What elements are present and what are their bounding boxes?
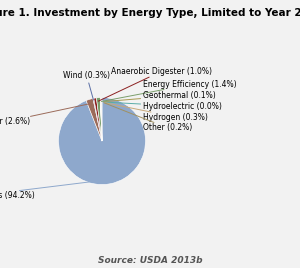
Text: Source: USDA 2013b: Source: USDA 2013b — [98, 256, 202, 265]
Text: Other (0.2%): Other (0.2%) — [104, 103, 193, 132]
Wedge shape — [100, 98, 102, 141]
Text: Wind (0.3%): Wind (0.3%) — [63, 71, 110, 100]
Wedge shape — [58, 98, 146, 185]
Wedge shape — [93, 98, 102, 141]
Text: Hydrogen (0.3%): Hydrogen (0.3%) — [104, 102, 208, 122]
Wedge shape — [100, 98, 102, 141]
Text: Solar (2.6%): Solar (2.6%) — [0, 104, 88, 126]
Wedge shape — [94, 98, 102, 141]
Text: Energy Efficiency (1.4%): Energy Efficiency (1.4%) — [101, 80, 237, 102]
Text: Figure 1. Investment by Energy Type, Limited to Year 2012: Figure 1. Investment by Energy Type, Lim… — [0, 8, 300, 18]
Text: Anaerobic Digester (1.0%): Anaerobic Digester (1.0%) — [98, 67, 212, 101]
Wedge shape — [101, 98, 102, 141]
Wedge shape — [100, 98, 102, 141]
Wedge shape — [96, 98, 102, 141]
Text: Renewable Biomass (94.2%): Renewable Biomass (94.2%) — [0, 180, 106, 200]
Text: Geothermal (0.1%): Geothermal (0.1%) — [103, 91, 216, 102]
Text: Hydroelectric (0.0%): Hydroelectric (0.0%) — [103, 102, 222, 111]
Wedge shape — [86, 98, 102, 141]
